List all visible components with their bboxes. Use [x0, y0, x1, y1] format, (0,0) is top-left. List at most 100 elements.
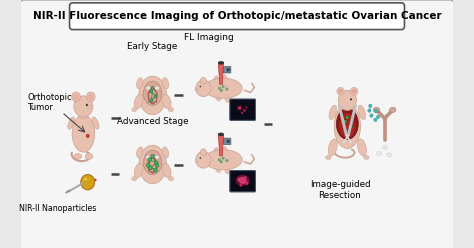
Ellipse shape: [225, 93, 229, 102]
Circle shape: [154, 168, 157, 172]
Circle shape: [241, 112, 243, 114]
Circle shape: [222, 157, 224, 159]
Text: Image-guided
Resection: Image-guided Resection: [310, 180, 370, 199]
Ellipse shape: [163, 147, 169, 158]
Ellipse shape: [134, 163, 143, 178]
Ellipse shape: [162, 163, 171, 178]
Ellipse shape: [390, 107, 396, 112]
Ellipse shape: [195, 160, 198, 162]
Circle shape: [148, 166, 152, 170]
Circle shape: [218, 158, 220, 161]
Ellipse shape: [214, 92, 220, 101]
Circle shape: [343, 130, 346, 133]
Text: Orthotopic
Tumor: Orthotopic Tumor: [27, 93, 72, 112]
Ellipse shape: [139, 76, 166, 115]
Ellipse shape: [337, 108, 358, 139]
Circle shape: [338, 90, 356, 110]
Circle shape: [246, 182, 248, 185]
Text: Early Stage: Early Stage: [128, 42, 178, 51]
Circle shape: [150, 99, 153, 102]
Ellipse shape: [236, 175, 250, 186]
Circle shape: [151, 155, 155, 158]
Ellipse shape: [223, 146, 228, 156]
FancyBboxPatch shape: [223, 67, 231, 73]
Ellipse shape: [225, 164, 229, 174]
Circle shape: [86, 92, 95, 102]
Circle shape: [86, 104, 88, 106]
Circle shape: [148, 158, 152, 162]
Text: FL Imaging: FL Imaging: [184, 33, 234, 42]
Circle shape: [374, 118, 377, 122]
Circle shape: [220, 161, 222, 163]
Ellipse shape: [79, 110, 88, 119]
Polygon shape: [219, 134, 224, 156]
Circle shape: [237, 178, 240, 181]
Circle shape: [226, 88, 228, 90]
Ellipse shape: [144, 81, 162, 105]
Circle shape: [200, 157, 201, 159]
Circle shape: [72, 92, 81, 102]
Circle shape: [352, 89, 356, 94]
Ellipse shape: [168, 177, 173, 181]
Ellipse shape: [168, 108, 173, 112]
Circle shape: [374, 109, 378, 113]
Circle shape: [337, 87, 344, 95]
Ellipse shape: [74, 154, 82, 159]
FancyBboxPatch shape: [70, 3, 404, 30]
Ellipse shape: [326, 155, 331, 159]
Circle shape: [351, 87, 358, 95]
Circle shape: [350, 98, 352, 100]
Ellipse shape: [339, 113, 356, 138]
Circle shape: [220, 89, 222, 92]
Circle shape: [146, 163, 150, 167]
Circle shape: [227, 68, 229, 71]
Ellipse shape: [155, 155, 160, 159]
Text: NIR-II Fluorescence Imaging of Orthotopic/metastatic Ovarian Cancer: NIR-II Fluorescence Imaging of Orthotopi…: [33, 11, 441, 21]
Ellipse shape: [139, 145, 166, 184]
Circle shape: [201, 149, 206, 155]
Ellipse shape: [132, 108, 137, 112]
Ellipse shape: [238, 177, 246, 184]
Circle shape: [238, 106, 241, 110]
Circle shape: [338, 89, 343, 94]
Circle shape: [369, 104, 372, 108]
Circle shape: [81, 175, 95, 190]
Ellipse shape: [134, 94, 143, 109]
Circle shape: [86, 134, 89, 138]
Ellipse shape: [357, 139, 366, 156]
Ellipse shape: [163, 78, 169, 89]
Ellipse shape: [218, 133, 224, 136]
Circle shape: [88, 94, 93, 100]
Ellipse shape: [373, 107, 380, 112]
Ellipse shape: [137, 147, 143, 158]
Ellipse shape: [68, 117, 75, 129]
Ellipse shape: [221, 156, 229, 161]
Circle shape: [222, 85, 224, 88]
Ellipse shape: [223, 75, 228, 85]
Ellipse shape: [386, 153, 392, 157]
FancyBboxPatch shape: [20, 0, 454, 248]
Ellipse shape: [218, 62, 224, 64]
Circle shape: [149, 90, 152, 93]
Circle shape: [201, 77, 206, 84]
Circle shape: [226, 159, 228, 162]
Ellipse shape: [162, 94, 171, 109]
Circle shape: [155, 163, 159, 167]
Ellipse shape: [376, 152, 382, 155]
Circle shape: [196, 151, 211, 168]
Ellipse shape: [364, 155, 369, 159]
FancyBboxPatch shape: [230, 171, 255, 192]
FancyBboxPatch shape: [223, 138, 231, 145]
Circle shape: [151, 87, 154, 90]
Polygon shape: [219, 63, 224, 84]
Circle shape: [73, 94, 79, 100]
Ellipse shape: [204, 78, 242, 98]
Ellipse shape: [144, 150, 162, 175]
Circle shape: [368, 109, 371, 112]
Ellipse shape: [204, 150, 242, 170]
Ellipse shape: [382, 145, 387, 149]
Ellipse shape: [329, 105, 337, 120]
Ellipse shape: [132, 177, 137, 181]
Ellipse shape: [84, 178, 87, 180]
Ellipse shape: [213, 147, 218, 157]
